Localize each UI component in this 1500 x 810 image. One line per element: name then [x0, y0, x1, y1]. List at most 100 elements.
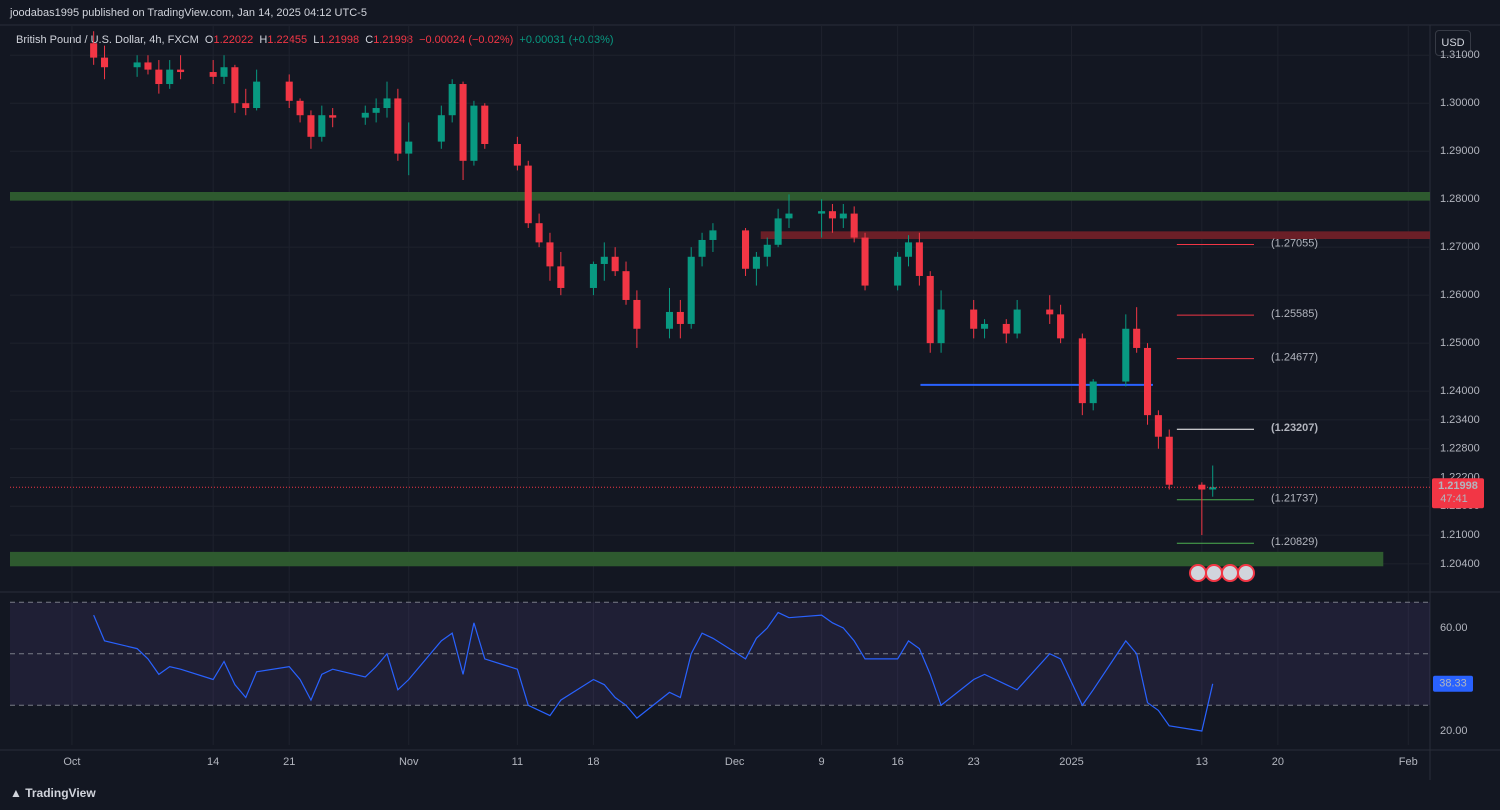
- candle-body: [524, 165, 532, 224]
- candle-body: [915, 242, 923, 276]
- symbol-line: British Pound / U.S. Dollar, 4h, FXCM O1…: [16, 34, 614, 46]
- x-tick-label: Oct: [63, 756, 80, 768]
- x-tick-label: Feb: [1399, 756, 1418, 768]
- candle-body: [589, 263, 597, 288]
- candle-body: [166, 69, 174, 85]
- candle-body: [1089, 381, 1097, 404]
- candle-body: [361, 112, 369, 118]
- candle-body: [242, 103, 250, 109]
- candle-body: [1046, 309, 1054, 315]
- publisher: joodabas1995 published on TradingView.co…: [10, 7, 367, 19]
- candle-body: [1209, 487, 1217, 490]
- candle-body: [318, 115, 326, 137]
- candle-body: [970, 309, 978, 329]
- candle-body: [535, 223, 543, 243]
- candle-body: [687, 256, 695, 324]
- candle-body: [372, 108, 380, 113]
- rsi-tick-label: 60.00: [1440, 622, 1468, 634]
- candle-body: [1078, 338, 1086, 404]
- x-tick-label: 21: [283, 756, 295, 768]
- change: −0.00024 (−0.02%): [419, 34, 514, 46]
- candle-body: [742, 230, 750, 269]
- candle-body: [1133, 328, 1141, 348]
- candle-body: [665, 311, 674, 329]
- candle-body: [307, 115, 315, 137]
- x-tick-label: 2025: [1059, 756, 1083, 768]
- candle-body: [448, 84, 456, 116]
- y-tick-label: 1.29000: [1440, 145, 1480, 157]
- x-tick-label: 23: [968, 756, 980, 768]
- candle-body: [546, 242, 554, 267]
- rsi-line: [93, 611, 1214, 732]
- symbol[interactable]: British Pound / U.S. Dollar, 4h, FXCM: [16, 34, 199, 46]
- candle-body: [752, 256, 760, 269]
- candle-body: [926, 275, 934, 344]
- ohlc-high: 1.22455: [267, 34, 308, 46]
- candle-body: [285, 81, 293, 101]
- x-tick-label: 11: [512, 756, 523, 768]
- x-tick-label: 20: [1272, 756, 1284, 768]
- last-price-label: 1.21998: [1438, 480, 1478, 492]
- candle-body: [1057, 314, 1065, 339]
- candle-body: [513, 144, 521, 166]
- zone: [10, 191, 1430, 201]
- footer-text: TradingView: [25, 786, 96, 800]
- zone: [10, 551, 1384, 567]
- spread: +0.00031 (+0.03%): [519, 34, 614, 46]
- x-tick-label: 9: [819, 756, 825, 768]
- candle-body: [144, 62, 152, 70]
- candle-body: [437, 115, 445, 142]
- event-icon: [1237, 564, 1255, 582]
- zone: [760, 231, 1430, 240]
- candle-body: [209, 72, 217, 77]
- level-label: (1.25585): [1271, 308, 1318, 320]
- candle-body: [774, 218, 782, 245]
- ohlc-high-key: H: [259, 34, 268, 46]
- candle-body: [828, 211, 836, 219]
- level-label: (1.20829): [1271, 536, 1318, 548]
- candle-body: [709, 230, 717, 240]
- candle-body: [861, 237, 869, 286]
- event-icon: [1189, 564, 1207, 582]
- y-tick-label: 1.23400: [1440, 414, 1480, 426]
- candle-body: [839, 213, 847, 219]
- candle-body: [177, 69, 185, 73]
- candle-body: [1002, 323, 1010, 334]
- x-tick-label: 14: [207, 756, 219, 768]
- countdown: 47:41: [1440, 493, 1468, 505]
- y-tick-label: 1.27000: [1440, 241, 1480, 253]
- candle-body: [394, 98, 402, 154]
- candle-body: [611, 256, 619, 272]
- candle-body: [1122, 328, 1130, 382]
- candle-body: [383, 98, 391, 109]
- level-label: (1.27055): [1271, 237, 1318, 249]
- y-tick-label: 1.25000: [1440, 337, 1480, 349]
- y-tick-label: 1.20400: [1440, 558, 1480, 570]
- candle-body: [785, 213, 793, 219]
- candle-body: [1013, 309, 1021, 334]
- ohlc-low-key: L: [313, 34, 320, 46]
- candle-body: [90, 43, 98, 58]
- y-tick-label: 1.28000: [1440, 193, 1480, 205]
- candle-body: [904, 242, 913, 257]
- rsi-value-box: [1433, 675, 1473, 692]
- level-label: (1.21737): [1271, 493, 1318, 505]
- candle-body: [600, 256, 608, 264]
- ohlc-open: 1.22022: [213, 34, 254, 46]
- candle-body: [1154, 415, 1162, 437]
- y-tick-label: 1.21000: [1440, 529, 1480, 541]
- x-tick-label: Dec: [725, 756, 745, 768]
- candle-body: [981, 323, 989, 329]
- x-tick-label: 13: [1196, 756, 1208, 768]
- level-label: (1.24677): [1271, 352, 1318, 364]
- candle-body: [1165, 436, 1173, 485]
- candle-body: [100, 57, 109, 68]
- currency-button[interactable]: USD: [1435, 30, 1471, 56]
- y-tick-label: 1.26000: [1440, 289, 1480, 301]
- candle-body: [329, 115, 337, 118]
- ohlc-close-key: C: [365, 34, 374, 46]
- candle-body: [622, 271, 630, 300]
- event-icon: [1205, 564, 1223, 582]
- x-tick-label: 18: [587, 756, 599, 768]
